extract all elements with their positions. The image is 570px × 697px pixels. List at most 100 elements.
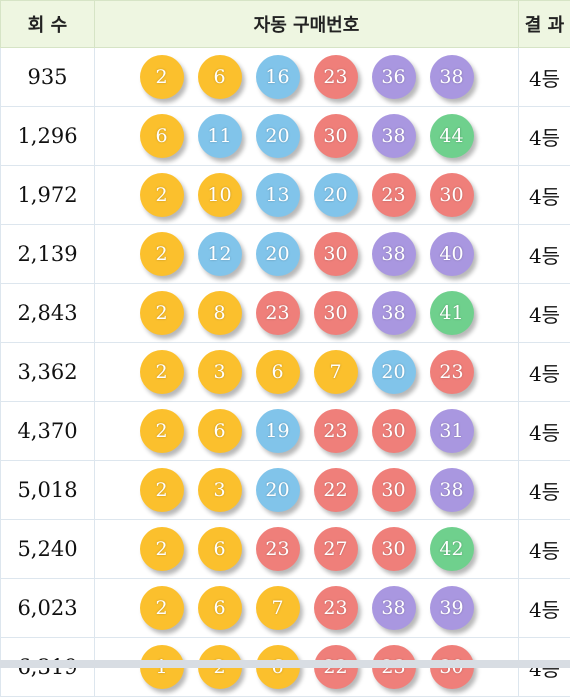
lotto-ball: 30 bbox=[314, 232, 358, 276]
lotto-ball: 13 bbox=[256, 173, 300, 217]
lotto-ball: 20 bbox=[256, 114, 300, 158]
lotto-ball: 3 bbox=[198, 350, 242, 394]
round-number: 2,843 bbox=[1, 284, 95, 343]
lotto-ball: 23 bbox=[430, 350, 474, 394]
lotto-ball: 23 bbox=[372, 173, 416, 217]
result-rank: 4등 bbox=[519, 343, 570, 402]
lotto-ball: 16 bbox=[256, 55, 300, 99]
lotto-ball: 30 bbox=[314, 291, 358, 335]
lotto-ball: 31 bbox=[430, 409, 474, 453]
lotto-ball: 30 bbox=[372, 468, 416, 512]
lotto-ball: 27 bbox=[314, 527, 358, 571]
lotto-ball: 6 bbox=[198, 527, 242, 571]
lotto-ball: 23 bbox=[314, 586, 358, 630]
round-number: 935 bbox=[1, 48, 95, 107]
lotto-ball: 20 bbox=[256, 468, 300, 512]
header-numbers: 자동 구매번호 bbox=[95, 1, 519, 48]
lotto-ball: 41 bbox=[430, 291, 474, 335]
lotto-ball: 44 bbox=[430, 114, 474, 158]
result-rank: 4등 bbox=[519, 284, 570, 343]
result-rank: 4등 bbox=[519, 107, 570, 166]
round-number: 2,139 bbox=[1, 225, 95, 284]
lotto-ball: 30 bbox=[372, 527, 416, 571]
lotto-ball: 12 bbox=[198, 232, 242, 276]
lotto-ball: 7 bbox=[256, 586, 300, 630]
lotto-ball: 2 bbox=[140, 468, 184, 512]
lotto-ball: 19 bbox=[256, 409, 300, 453]
lotto-ball: 2 bbox=[140, 232, 184, 276]
result-rank: 4등 bbox=[519, 166, 570, 225]
lotto-ball: 42 bbox=[430, 527, 474, 571]
lotto-ball: 8 bbox=[198, 291, 242, 335]
lotto-ball: 30 bbox=[314, 114, 358, 158]
lotto-ball: 20 bbox=[256, 232, 300, 276]
lotto-ball: 2 bbox=[140, 173, 184, 217]
header-result: 결 과 bbox=[519, 1, 570, 48]
lotto-ball: 23 bbox=[314, 409, 358, 453]
lotto-ball: 30 bbox=[430, 173, 474, 217]
lotto-ball: 10 bbox=[198, 173, 242, 217]
round-number: 1,296 bbox=[1, 107, 95, 166]
lotto-ball: 38 bbox=[372, 232, 416, 276]
ball-group: 2 10 13 20 23 30 bbox=[95, 173, 518, 217]
result-rank: 4등 bbox=[519, 579, 570, 638]
lotto-ball: 22 bbox=[314, 468, 358, 512]
result-rank: 4등 bbox=[519, 402, 570, 461]
round-number: 3,362 bbox=[1, 343, 95, 402]
lotto-ball: 6 bbox=[198, 409, 242, 453]
round-number: 5,240 bbox=[1, 520, 95, 579]
table-row: 2,139 2 12 20 30 38 40 4등 bbox=[1, 225, 570, 284]
lotto-ball: 30 bbox=[372, 409, 416, 453]
header-row: 회 수 자동 구매번호 결 과 bbox=[1, 1, 570, 48]
round-number: 4,370 bbox=[1, 402, 95, 461]
lotto-ball: 6 bbox=[198, 55, 242, 99]
lotto-ball: 38 bbox=[372, 586, 416, 630]
lotto-ball: 6 bbox=[140, 114, 184, 158]
bottom-bar bbox=[0, 660, 570, 668]
lotto-ball: 2 bbox=[140, 527, 184, 571]
result-rank: 4등 bbox=[519, 225, 570, 284]
lotto-ball: 2 bbox=[140, 291, 184, 335]
header-round: 회 수 bbox=[1, 1, 95, 48]
round-number: 6,023 bbox=[1, 579, 95, 638]
lotto-ball: 2 bbox=[140, 586, 184, 630]
lotto-ball: 20 bbox=[314, 173, 358, 217]
lotto-ball: 2 bbox=[140, 350, 184, 394]
lotto-ball: 38 bbox=[372, 291, 416, 335]
lotto-ball: 2 bbox=[140, 55, 184, 99]
lotto-ball: 38 bbox=[372, 114, 416, 158]
lotto-ball: 36 bbox=[372, 55, 416, 99]
lotto-ball: 7 bbox=[314, 350, 358, 394]
lotto-ball: 2 bbox=[140, 409, 184, 453]
lotto-ball: 3 bbox=[198, 468, 242, 512]
lotto-ball: 23 bbox=[256, 291, 300, 335]
round-number: 1,972 bbox=[1, 166, 95, 225]
result-rank: 4등 bbox=[519, 461, 570, 520]
lotto-ball: 6 bbox=[198, 586, 242, 630]
lotto-ball: 40 bbox=[430, 232, 474, 276]
lotto-ball: 20 bbox=[372, 350, 416, 394]
